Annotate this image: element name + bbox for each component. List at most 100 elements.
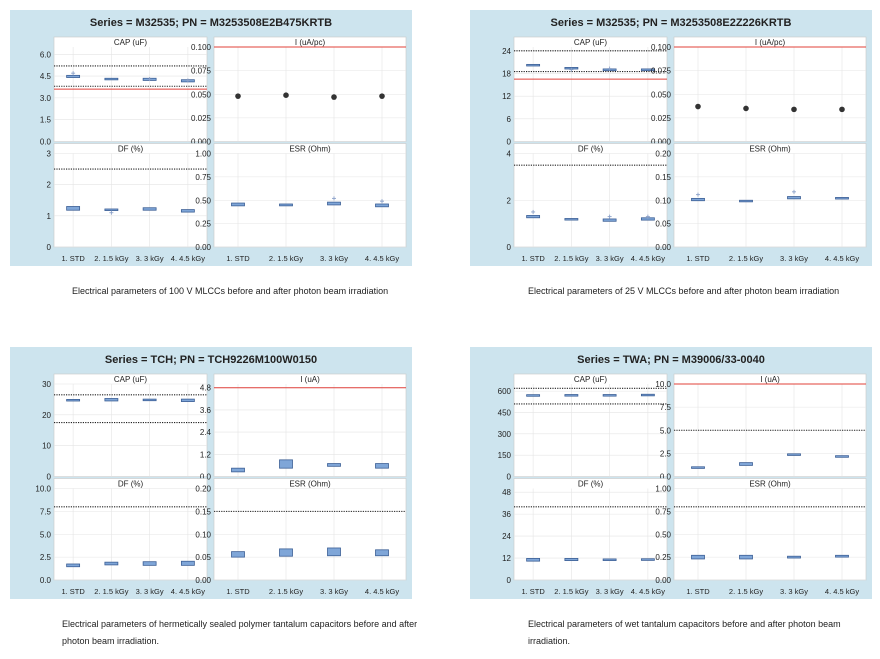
x-tick-label: 3. 3 kGy: [596, 587, 624, 596]
y-tick-label: 0.075: [651, 67, 672, 76]
panel-esr: 0.00 0.25 0.50 0.75 1.00 ESR (Ohm) 1. STD 2. 1.…: [195, 143, 407, 263]
panel-df: 0 2 4 DF (%) 1. STD 2. 1.5 kGy 3. 3 kGy 4. 4.5 …: [507, 143, 668, 263]
x-tick-label: 3. 3 kGy: [780, 254, 808, 263]
y-tick-label: 5.0: [40, 530, 52, 539]
y-tick-label: 0.025: [651, 114, 672, 123]
y-tick-label: 48: [502, 488, 511, 497]
box-mark: [602, 218, 617, 222]
y-tick-label: 0: [507, 576, 512, 585]
y-tick-label: 2.5: [40, 553, 52, 562]
box-mark: [279, 548, 293, 557]
x-tick-label: 3. 3 kGy: [596, 254, 624, 263]
data-point: [695, 103, 701, 110]
box-mark: [279, 459, 293, 469]
data-point: [283, 92, 289, 98]
box-mark: [66, 74, 81, 78]
figure-2: Series = M32535; PN = M3253508E2Z226KRTB…: [470, 10, 872, 266]
y-tick-label: 0: [47, 243, 52, 252]
y-tick-label: 0.0: [40, 576, 52, 585]
box-mark: [279, 203, 293, 207]
x-tick-label: 1. STD: [521, 587, 545, 596]
box-mark: [104, 208, 119, 211]
box-mark: [142, 398, 157, 402]
panel-i: 0.000 0.025 0.050 0.075 0.100 I (uA/pc): [191, 36, 407, 147]
box-mark: [640, 393, 655, 397]
data-point: [235, 93, 241, 99]
y-tick-label: 0.50: [195, 196, 211, 205]
y-tick-label: 150: [498, 451, 512, 460]
panel-i: 0.0 1.2 2.4 3.6 4.8 I (uA): [200, 373, 407, 482]
box-mark: [104, 77, 119, 81]
box-mark: [640, 68, 655, 71]
x-tick-label: 2. 1.5 kGy: [94, 587, 128, 596]
y-tick-label: 0.0: [660, 473, 672, 482]
box-mark: [640, 558, 655, 561]
y-tick-label: 0.050: [191, 90, 212, 99]
x-tick-label: 4. 4.5 kGy: [365, 254, 399, 263]
panel-esr: 0.00 0.05 0.10 0.15 0.20 ESR (Ohm) 1. STD 2. 1.…: [655, 143, 867, 263]
y-tick-label: 20: [42, 411, 51, 420]
y-tick-label: 1: [47, 212, 52, 221]
box-mark: [739, 199, 753, 203]
box-mark: [564, 558, 579, 562]
data-point: [331, 94, 337, 100]
y-tick-label: 2: [507, 196, 512, 205]
panel-title: I (uA/pc): [295, 38, 326, 47]
box-mark: [564, 218, 579, 221]
x-tick-label: 3. 3 kGy: [136, 587, 164, 596]
y-tick-label: 0.000: [191, 138, 212, 147]
y-tick-label: 24: [502, 47, 511, 56]
x-tick-label: 4. 4.5 kGy: [825, 587, 859, 596]
y-tick-label: 2: [47, 181, 52, 190]
y-tick-label: 1.5: [40, 116, 52, 125]
box-mark: [66, 399, 81, 402]
figure-caption: Electrical parameters of wet tantalum ca…: [528, 619, 841, 646]
y-tick-label: 0: [507, 473, 512, 482]
panel-title: DF (%): [578, 145, 604, 154]
y-tick-label: 0.20: [195, 485, 211, 494]
figure-4: Series = TWA; PN = M39006/33-0040 0 150 300…: [470, 347, 872, 599]
panel-cap: 0 150 300 450 600 CAP (uF): [498, 373, 668, 482]
y-tick-label: 10: [42, 442, 51, 451]
y-tick-label: 0.25: [195, 220, 211, 229]
panel-background: [213, 143, 407, 248]
x-tick-label: 4. 4.5 kGy: [171, 587, 205, 596]
panel-title: ESR (Ohm): [749, 145, 791, 154]
y-tick-label: 0.00: [655, 576, 671, 585]
y-tick-label: 0.00: [655, 243, 671, 252]
box-mark: [231, 467, 245, 473]
panel-title: I (uA): [300, 375, 320, 384]
y-tick-label: 0: [47, 473, 52, 482]
box-mark: [787, 453, 801, 456]
panel-title: CAP (uF): [574, 375, 608, 384]
box-mark: [526, 63, 541, 67]
panel-title: ESR (Ohm): [749, 480, 791, 489]
panel-cap: 0 6 12 18 24 CAP (uF): [502, 36, 668, 147]
panel-background: [673, 478, 867, 581]
panel-esr: 0.00 0.05 0.10 0.15 0.20 ESR (Ohm) 1. STD 2. 1.…: [195, 478, 407, 596]
y-tick-label: 36: [502, 510, 511, 519]
x-tick-label: 3. 3 kGy: [780, 587, 808, 596]
panel-df: 0.0 2.5 5.0 7.5 10.0 DF (%) 1. STD 2. 1.5 kGy 3.…: [35, 478, 208, 596]
y-tick-label: 0.15: [195, 507, 211, 516]
box-mark: [691, 554, 705, 560]
x-tick-label: 1. STD: [226, 254, 250, 263]
figure-1: Series = M32535; PN = M3253508E2B475KRTB…: [10, 10, 412, 266]
y-tick-label: 450: [498, 408, 512, 417]
x-tick-label: 2. 1.5 kGy: [269, 254, 303, 263]
y-tick-label: 30: [42, 380, 51, 389]
box-mark: [142, 207, 157, 211]
y-tick-label: 0.075: [191, 67, 212, 76]
panel-title: DF (%): [118, 480, 144, 489]
panel-background: [213, 373, 407, 477]
x-tick-label: 2. 1.5 kGy: [729, 254, 763, 263]
y-tick-label: 10.0: [35, 485, 51, 494]
box-mark: [180, 209, 195, 213]
y-tick-label: 1.2: [200, 450, 212, 459]
y-tick-label: 0.050: [651, 90, 672, 99]
box-mark: [327, 547, 341, 557]
x-tick-label: 1. STD: [61, 587, 85, 596]
y-tick-label: 0.000: [651, 138, 672, 147]
y-tick-label: 1.00: [655, 485, 671, 494]
